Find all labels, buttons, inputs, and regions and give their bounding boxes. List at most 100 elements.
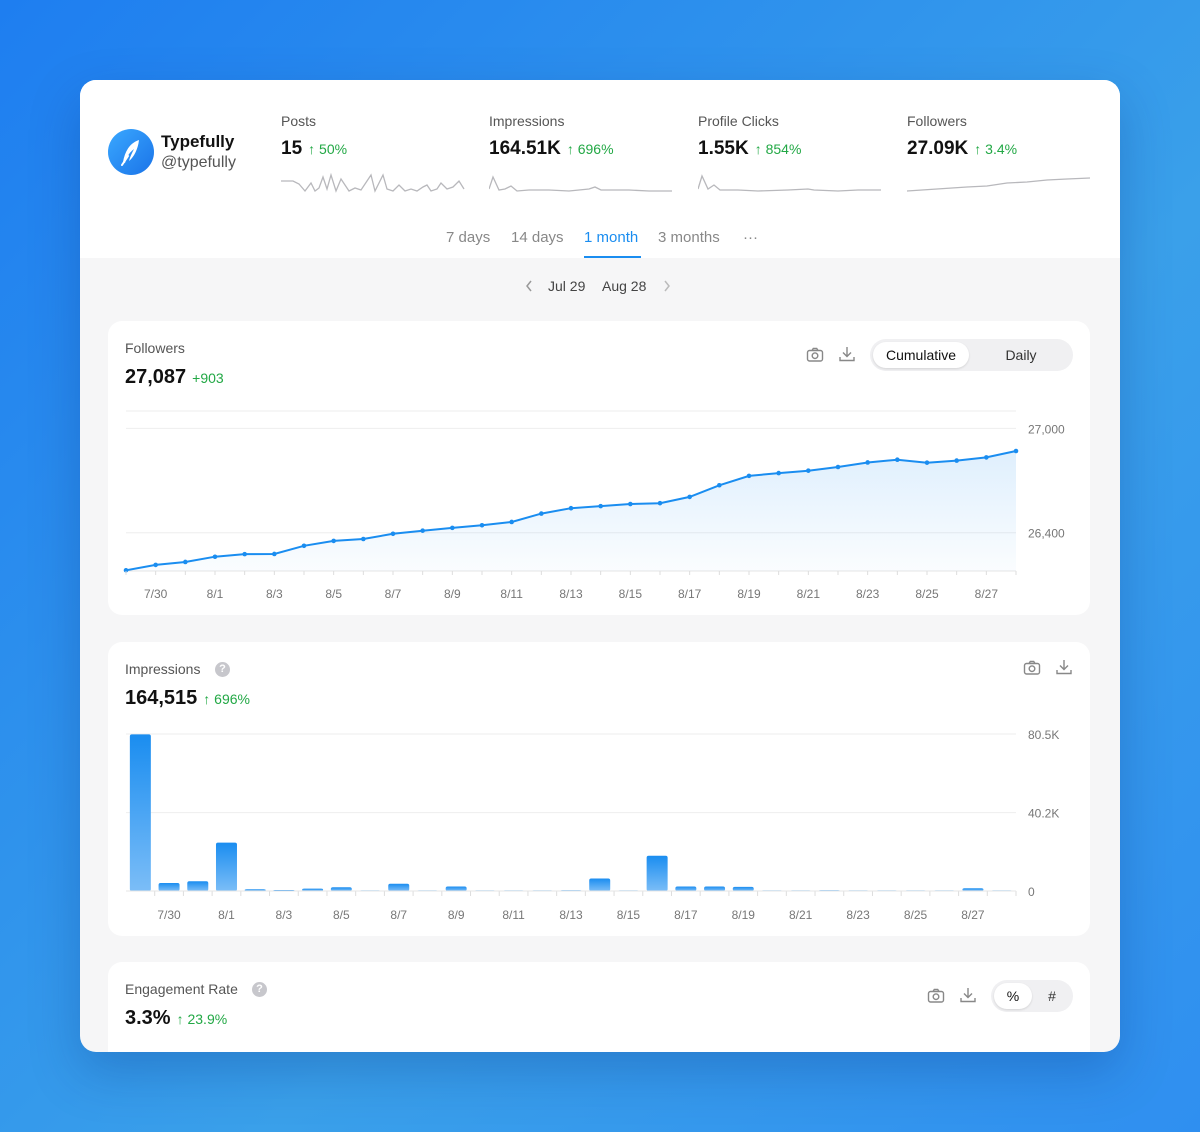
data-point bbox=[865, 460, 870, 465]
stat-label: Posts bbox=[281, 113, 317, 129]
bar bbox=[187, 881, 209, 891]
followers-chart: 27,000 26,400 7/30 8/1 8/3 8/5 8/7 8/9 8/11 8/13 8… bbox=[123, 410, 1065, 601]
card-title: Engagement Rate bbox=[125, 981, 238, 997]
data-point bbox=[420, 528, 425, 533]
bar bbox=[675, 886, 697, 891]
stat-label: Followers bbox=[907, 113, 967, 129]
chevron-left-icon[interactable] bbox=[524, 279, 534, 293]
daily-button[interactable]: Daily bbox=[1005, 347, 1037, 363]
profile-clicks-sparkline bbox=[698, 174, 881, 192]
data-point bbox=[628, 501, 633, 507]
stat-number: 15 bbox=[281, 138, 303, 159]
help-icon[interactable]: ? bbox=[252, 982, 267, 997]
period-tabs: 7 days 14 days 1 month 3 months ··· bbox=[80, 225, 1120, 258]
card-title: Impressions bbox=[125, 661, 201, 677]
data-point bbox=[509, 519, 514, 525]
camera-icon[interactable] bbox=[926, 986, 946, 1006]
impressions-sparkline bbox=[489, 175, 672, 192]
data-point bbox=[954, 458, 959, 463]
data-point bbox=[390, 531, 396, 537]
card-change: ↑ 23.9% bbox=[176, 1011, 228, 1027]
x-tick-label: 8/21 bbox=[789, 908, 813, 922]
card-value: 27,087 +903 bbox=[125, 366, 224, 389]
stat-profile-clicks[interactable]: Profile Clicks 1.55K ↑ 854% bbox=[698, 113, 883, 203]
data-point bbox=[123, 568, 129, 573]
download-icon[interactable] bbox=[958, 985, 978, 1005]
stat-value: 164.51K ↑ 696% bbox=[489, 138, 614, 160]
count-button[interactable]: # bbox=[1048, 988, 1056, 1004]
engagement-rate-card: Engagement Rate ? 3.3% ↑ 23.9% % # bbox=[108, 962, 1090, 1052]
percent-button[interactable]: % bbox=[994, 983, 1032, 1009]
stat-change: ↑ 696% bbox=[566, 141, 614, 157]
x-tick-label: 8/5 bbox=[333, 908, 350, 922]
y-tick-label: 40.2K bbox=[1028, 807, 1059, 821]
cumulative-button[interactable]: Cumulative bbox=[873, 342, 969, 368]
card-title: Followers bbox=[125, 340, 185, 356]
stat-number: 27.09K bbox=[907, 138, 969, 159]
camera-icon[interactable] bbox=[1022, 658, 1042, 678]
bar bbox=[388, 883, 410, 891]
bar bbox=[589, 878, 611, 891]
x-tick-label: 7/30 bbox=[157, 908, 181, 922]
stat-label: Profile Clicks bbox=[698, 113, 779, 129]
data-point bbox=[212, 554, 218, 560]
account-name: Typefully bbox=[161, 132, 235, 151]
data-point bbox=[301, 543, 307, 549]
card-value: 3.3% ↑ 23.9% bbox=[125, 1007, 227, 1030]
area-fill bbox=[126, 451, 1016, 571]
stat-followers[interactable]: Followers 27.09K ↑ 3.4% bbox=[907, 113, 1092, 203]
x-tick-label: 8/25 bbox=[904, 908, 928, 922]
stat-value: 15 ↑ 50% bbox=[281, 138, 347, 160]
tab-1-month[interactable]: 1 month bbox=[584, 229, 639, 246]
followers-sparkline bbox=[907, 177, 1091, 192]
x-tick-label: 8/9 bbox=[448, 908, 465, 922]
help-icon[interactable]: ? bbox=[215, 662, 230, 677]
stat-value: 1.55K ↑ 854% bbox=[698, 138, 801, 160]
tab-7-days[interactable]: 7 days bbox=[446, 229, 491, 246]
stat-change: ↑ 854% bbox=[754, 141, 802, 157]
stat-number: 1.55K bbox=[698, 138, 749, 159]
x-tick-label: 8/23 bbox=[856, 587, 880, 601]
chevron-right-icon[interactable] bbox=[662, 279, 672, 293]
stat-impressions[interactable]: Impressions 164.51K ↑ 696% bbox=[489, 113, 674, 203]
x-tick-label: 8/19 bbox=[737, 587, 761, 601]
x-tick-label: 8/3 bbox=[266, 587, 283, 601]
tab-14-days[interactable]: 14 days bbox=[511, 229, 564, 246]
bar bbox=[215, 842, 237, 891]
analytics-window: Typefully @typefully Posts 15 ↑ 50% Impre… bbox=[80, 80, 1120, 1052]
x-tick-label: 8/7 bbox=[385, 587, 402, 601]
stat-posts[interactable]: Posts 15 ↑ 50% bbox=[281, 113, 466, 203]
bar bbox=[962, 888, 984, 891]
download-icon[interactable] bbox=[837, 344, 857, 364]
data-point bbox=[984, 455, 989, 460]
data-point bbox=[895, 457, 900, 462]
tab-more-options[interactable]: ··· bbox=[743, 229, 758, 246]
x-tick-label: 8/21 bbox=[797, 587, 821, 601]
x-tick-label: 7/30 bbox=[144, 587, 168, 601]
data-point bbox=[331, 538, 336, 544]
x-tick-label: 8/17 bbox=[674, 908, 698, 922]
bar bbox=[732, 886, 754, 891]
tab-3-months[interactable]: 3 months bbox=[658, 229, 720, 246]
x-tick-label: 8/19 bbox=[732, 908, 756, 922]
data-point bbox=[598, 503, 603, 509]
bar bbox=[302, 888, 324, 891]
x-tick-label: 8/3 bbox=[276, 908, 293, 922]
impressions-chart: 80.5K 40.2K 0 7/30 8/1 8/3 8/5 8/7 8/9 8/11 8/13 8/… bbox=[126, 728, 1059, 922]
stat-value: 27.09K ↑ 3.4% bbox=[907, 138, 1017, 160]
data-point bbox=[746, 473, 752, 479]
x-tick-label: 8/25 bbox=[915, 587, 939, 601]
range-start: Jul 29 bbox=[548, 278, 586, 294]
bar bbox=[129, 734, 151, 891]
account-avatar bbox=[108, 129, 154, 175]
data-point bbox=[242, 551, 247, 557]
download-icon[interactable] bbox=[1054, 657, 1074, 677]
stat-number: 164.51K bbox=[489, 138, 561, 159]
camera-icon[interactable] bbox=[805, 345, 825, 365]
bar bbox=[704, 886, 726, 891]
data-point bbox=[687, 494, 692, 500]
data-point bbox=[717, 482, 722, 488]
x-tick-label: 8/13 bbox=[559, 587, 583, 601]
x-tick-label: 8/27 bbox=[975, 587, 999, 601]
range-end: Aug 28 bbox=[602, 278, 647, 294]
